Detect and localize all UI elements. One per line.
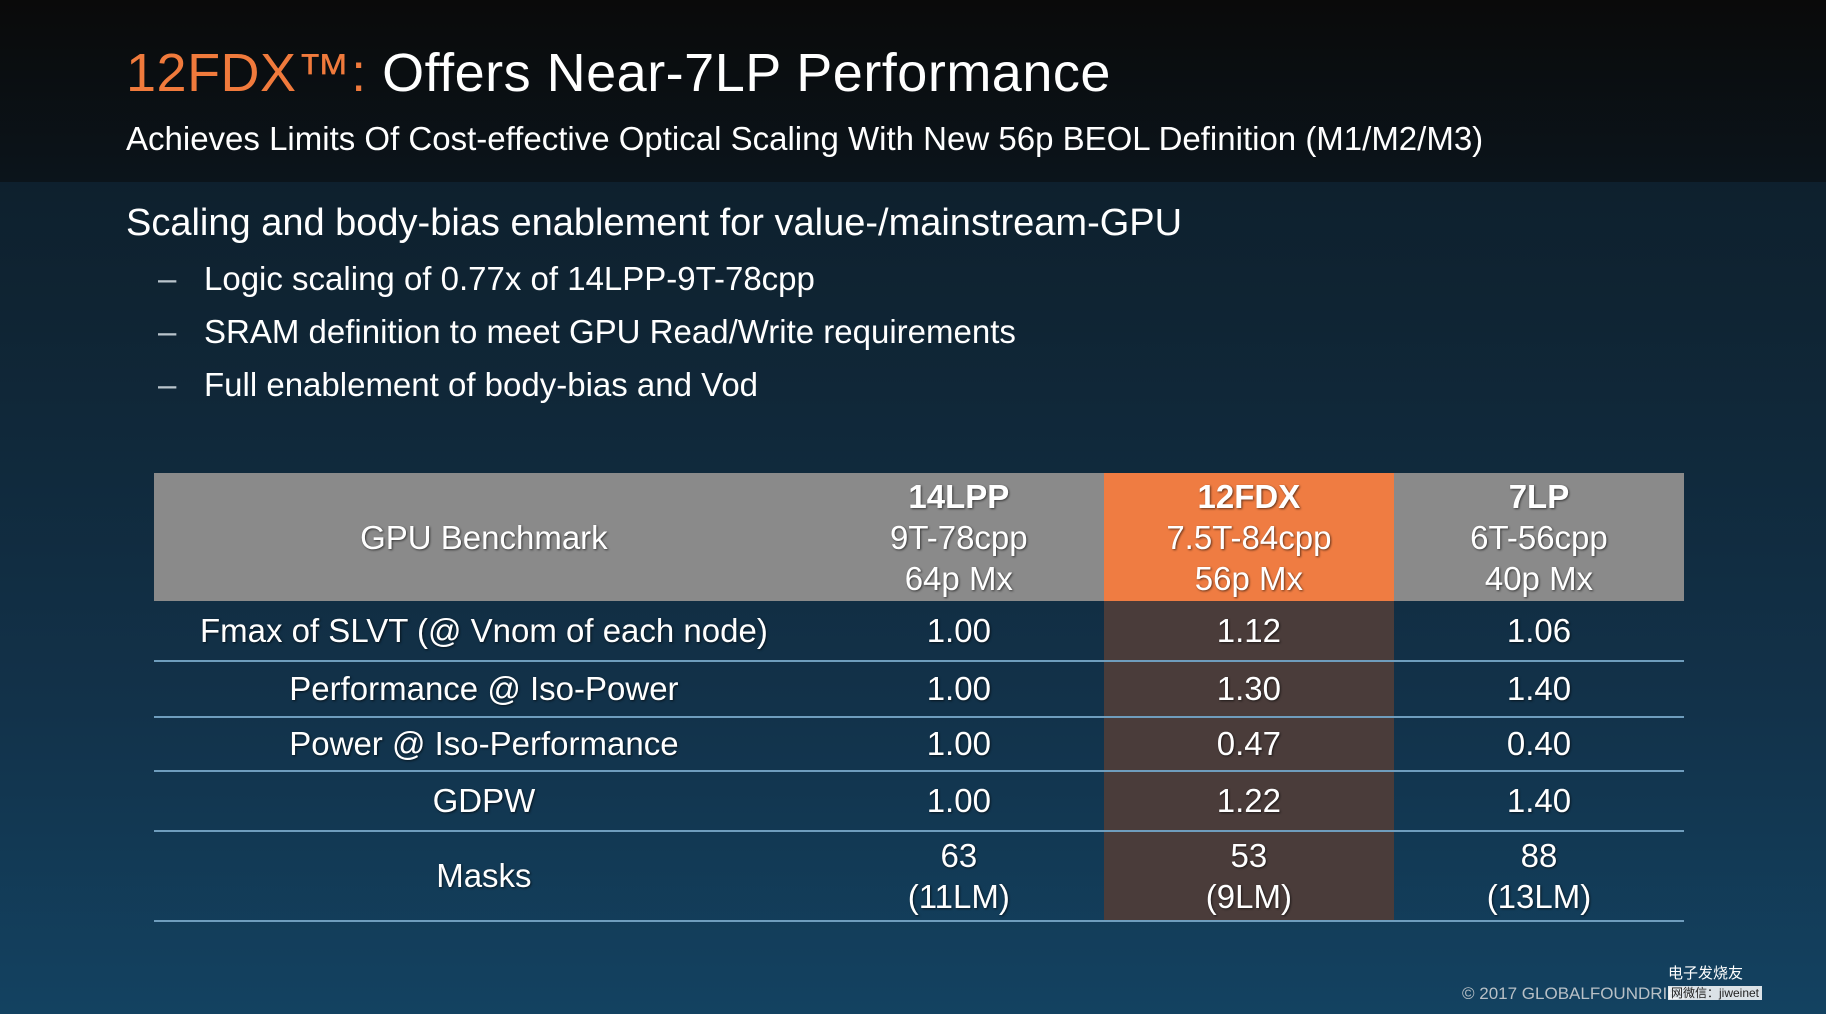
section-heading: Scaling and body-bias enablement for val… [126, 202, 1183, 244]
bullet-dash: – [158, 260, 177, 297]
table-row: Performance @ Iso-Power 1.00 1.30 1.40 [154, 661, 1684, 718]
table-cell-highlight: 1.22 [1103, 771, 1394, 832]
column-name: 7LP [1508, 477, 1570, 515]
watermark-subtext: 网微信：jiweinet [1668, 986, 1763, 1000]
table-cell: 1.00 [813, 661, 1104, 718]
table-cell: 1.06 [1393, 601, 1684, 662]
table-cell-highlight: 0.47 [1103, 717, 1394, 772]
table-cell: 1.40 [1393, 771, 1684, 832]
column-detail: 7.5T-84cpp [1166, 518, 1332, 556]
table-row: Power @ Iso-Performance 1.00 0.47 0.40 [154, 717, 1684, 772]
bullet-dash: – [158, 313, 177, 350]
column-name: 14LPP [908, 477, 1010, 515]
slide-subtitle: Achieves Limits Of Cost-effective Optica… [126, 120, 1484, 157]
bullet-text: Full enablement of body-bias and Vod [204, 366, 759, 403]
title-band [0, 0, 1826, 182]
table-cell-highlight: 1.30 [1103, 661, 1394, 718]
bullet-item: – Logic scaling of 0.77x of 14LPP-9T-78cp… [158, 260, 1016, 313]
bullet-dash: – [158, 366, 177, 403]
table-cell: 1.00 [813, 771, 1104, 832]
title-accent: 12FDX™: [126, 43, 367, 103]
watermark: 电子发烧友 网微信：jiweinet [1668, 964, 1820, 1006]
column-header-12fdx: 12FDX 7.5T-84cpp 56p Mx [1103, 473, 1394, 601]
cell-value: 63 [940, 837, 978, 874]
cell-subvalue: (9LM) [1205, 878, 1292, 915]
table-row: Fmax of SLVT (@ Vnom of each node) 1.00 … [154, 601, 1684, 662]
bullet-item: – SRAM definition to meet GPU Read/Write … [158, 313, 1016, 366]
column-name: 12FDX [1197, 477, 1301, 515]
table-cell: 0.40 [1393, 717, 1684, 772]
column-detail: 6T-56cpp [1470, 518, 1608, 556]
watermark-text: 电子发烧友 [1668, 965, 1744, 982]
cell-value: 88 [1520, 837, 1558, 874]
gpu-benchmark-table: GPU Benchmark 14LPP 9T-78cpp 64p Mx 12FD… [154, 473, 1684, 922]
bullet-text: SRAM definition to meet GPU Read/Write r… [204, 313, 1016, 350]
column-detail: 64p Mx [904, 559, 1013, 597]
cell-subvalue: (13LM) [1486, 878, 1592, 915]
row-label: Masks [154, 831, 814, 922]
copyright-notice: © 2017 GLOBALFOUNDRIES [1462, 984, 1690, 1003]
column-header-14lpp: 14LPP 9T-78cpp 64p Mx [814, 473, 1104, 601]
table-header-label: GPU Benchmark [360, 518, 608, 556]
table-cell: 1.40 [1393, 661, 1684, 718]
row-label: Power @ Iso-Performance [154, 717, 814, 772]
bullet-item: – Full enablement of body-bias and Vod [158, 366, 1016, 419]
table-cell: 1.00 [813, 601, 1104, 662]
column-detail: 56p Mx [1194, 559, 1303, 597]
row-label: Performance @ Iso-Power [154, 661, 814, 718]
cell-subvalue: (11LM) [907, 878, 1010, 915]
column-header-7lp: 7LP 6T-56cpp 40p Mx [1394, 473, 1684, 601]
table-row: Masks 63 (11LM) 53 (9LM) 88 (13LM) [154, 831, 1684, 922]
table-header-row: GPU Benchmark 14LPP 9T-78cpp 64p Mx 12FD… [154, 473, 1684, 601]
row-label: Fmax of SLVT (@ Vnom of each node) [154, 601, 814, 662]
cell-value: 53 [1230, 837, 1268, 874]
table-cell: 1.00 [813, 717, 1104, 772]
bullet-list: – Logic scaling of 0.77x of 14LPP-9T-78cp… [158, 260, 1016, 419]
table-cell-highlight: 1.12 [1103, 601, 1394, 662]
table-cell: 63 (11LM) [813, 831, 1104, 922]
bullet-text: Logic scaling of 0.77x of 14LPP-9T-78cpp [204, 260, 815, 297]
table-cell-highlight: 53 (9LM) [1103, 831, 1394, 922]
slide-title: 12FDX™: Offers Near-7LP Performance [126, 42, 1111, 104]
table-cell: 88 (13LM) [1393, 831, 1684, 922]
table-row: GDPW 1.00 1.22 1.40 [154, 771, 1684, 832]
column-detail: 9T-78cpp [890, 518, 1028, 556]
column-detail: 40p Mx [1484, 559, 1594, 597]
title-text: Offers Near-7LP Performance [366, 43, 1111, 103]
row-label: GDPW [154, 771, 814, 832]
